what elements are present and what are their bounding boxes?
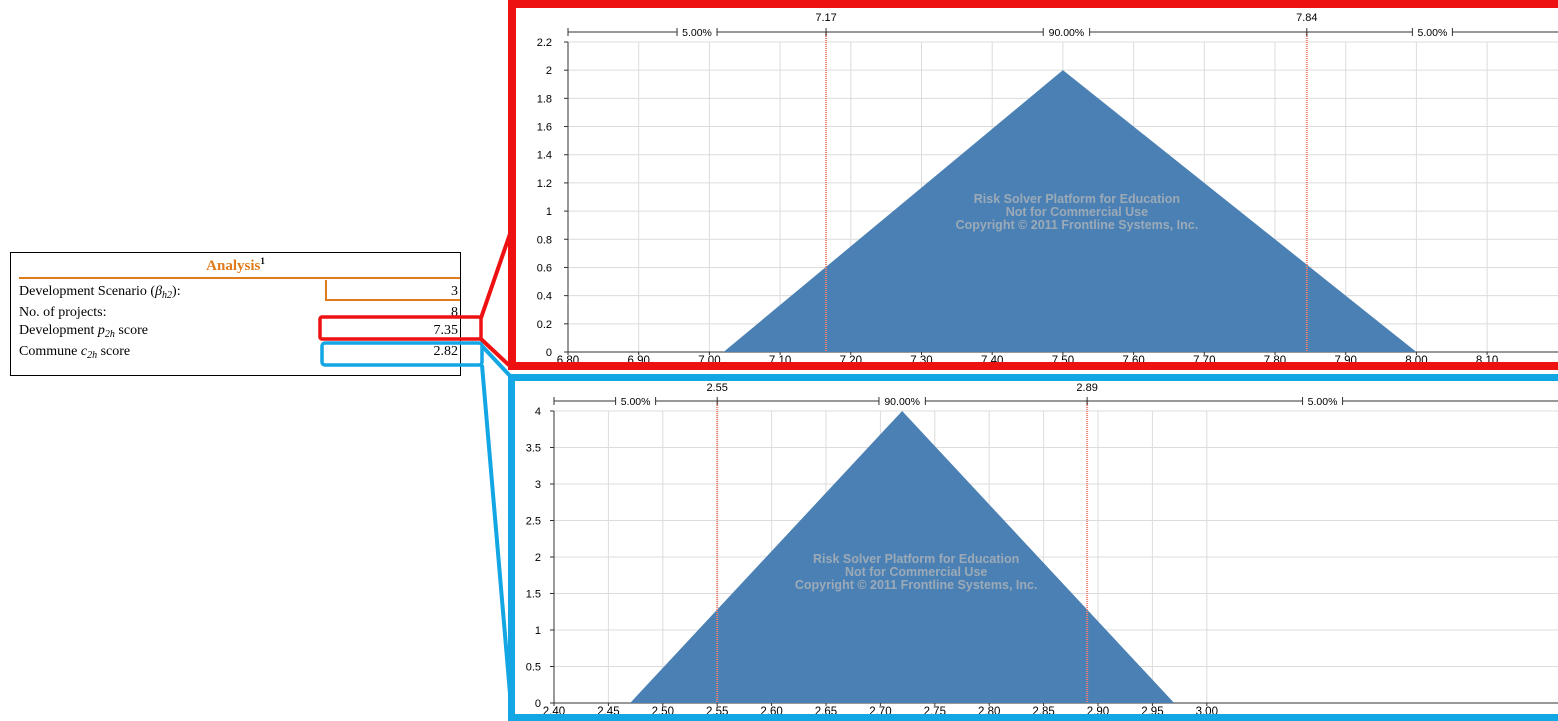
row-value: 3: [451, 284, 458, 299]
blue-connector-top: [480, 344, 514, 380]
y-tick-label: 1: [535, 625, 541, 637]
x-tick-label: 7.40: [981, 355, 1003, 362]
band-label-bg: [1302, 395, 1343, 407]
row-label: Development Scenario (βh2):: [19, 284, 181, 301]
y-tick-label: 2: [535, 552, 541, 564]
row-development-scenario: Development Scenario (βh2): 3: [11, 283, 460, 301]
watermark-line: Risk Solver Platform for Education: [974, 192, 1180, 206]
band-percentage-label: 90.00%: [1049, 27, 1085, 39]
band-percentage-label: 5.00%: [621, 396, 651, 408]
band-label-bg: [1043, 26, 1090, 38]
commune-score-chart: 0 0.5 1 1.5 2 2.5 3 3.5 4 2.40 2.45 2.50 2.55 2.60 2.6…: [526, 382, 1558, 718]
x-tick-label: 2.55: [706, 706, 728, 714]
x-tick-label: 2.85: [1032, 706, 1054, 714]
y-tick-label: 1.2: [537, 178, 552, 190]
band-percentage-label: 90.00%: [884, 396, 920, 408]
y-tick-label: 2.5: [526, 516, 541, 528]
row-no-projects: No. of projects: 8: [11, 304, 460, 321]
band-label-bg: [1412, 26, 1453, 38]
commune-score-highlight: [320, 341, 484, 367]
commune-score-chart-panel: 0 0.5 1 1.5 2 2.5 3 3.5 4 2.40 2.45 2.50 2.55 2.60 2.6…: [508, 374, 1558, 721]
development-score-highlight: [318, 315, 483, 341]
title-rule: [19, 277, 460, 279]
watermark-line: Risk Solver Platform for Education: [813, 552, 1019, 566]
row-development-score: Development p2h score 7.35: [11, 322, 460, 340]
x-tick-label: 8.00: [1405, 355, 1427, 362]
x-tick-label: 2.95: [1141, 706, 1163, 714]
y-tick-label: 3.5: [526, 443, 541, 455]
x-tick-label: 7.60: [1122, 355, 1144, 362]
row-value: 2.82: [433, 344, 459, 359]
y-tick-label: 1: [546, 206, 552, 218]
x-tick-label: 6.90: [628, 355, 650, 362]
y-tick-label: 0.8: [537, 234, 552, 246]
x-tick-label: 2.65: [815, 706, 837, 714]
lower-percentile-label: 7.17: [815, 12, 836, 24]
watermark-line: Not for Commercial Use: [845, 565, 987, 579]
x-tick-label: 7.00: [698, 355, 720, 362]
watermark-line: Copyright © 2011 Frontline Systems, Inc.: [956, 218, 1199, 232]
row-label: Development p2h score: [19, 323, 148, 340]
band-percentage-label: 5.00%: [1308, 396, 1338, 408]
y-tick-label: 1.5: [526, 589, 541, 601]
x-tick-label: 6.80: [557, 355, 579, 362]
distribution-area: [723, 70, 1417, 352]
y-tick-label: 0: [546, 347, 552, 359]
x-tick-label: 7.50: [1052, 355, 1074, 362]
analysis-table: Analysis1 Development Scenario (βh2): 3 …: [10, 252, 461, 376]
watermark-line: Copyright © 2011 Frontline Systems, Inc.: [795, 578, 1038, 592]
y-tick-label: 2.2: [537, 37, 552, 49]
y-tick-label: 3: [535, 479, 541, 491]
y-tick-label: 0.2: [537, 319, 552, 331]
distribution-area: [630, 411, 1175, 703]
x-tick-label: 7.90: [1335, 355, 1357, 362]
row-value: 7.35: [433, 323, 459, 338]
red-connector-top: [479, 227, 514, 319]
upper-percentile-label: 7.84: [1296, 12, 1317, 24]
x-tick-label: 3.00: [1196, 706, 1218, 714]
blue-connector-bottom: [480, 364, 514, 718]
row-label: No. of projects:: [19, 305, 107, 320]
x-tick-label: 2.40: [543, 706, 565, 714]
x-tick-label: 7.30: [910, 355, 932, 362]
x-tick-label: 7.10: [769, 355, 791, 362]
development-score-chart-panel: 0 0.2 0.4 0.6 0.8 1 1.2 1.4 1.6 1.8 2 2.2 6.80 6.90 7.…: [508, 0, 1558, 370]
y-tick-label: 2: [546, 65, 552, 77]
development-score-chart: 0 0.2 0.4 0.6 0.8 1 1.2 1.4 1.6 1.8 2 2.2 6.80 6.90 7.…: [537, 12, 1558, 367]
x-tick-label: 7.20: [840, 355, 862, 362]
x-tick-label: 7.70: [1193, 355, 1215, 362]
y-tick-label: 0: [535, 698, 541, 710]
x-tick-label: 2.45: [597, 706, 619, 714]
watermark-line: Not for Commercial Use: [1006, 205, 1148, 219]
y-tick-label: 1.4: [537, 150, 552, 162]
row-value: 8: [451, 305, 458, 320]
row-commune-score: Commune c2h score 2.82: [11, 343, 460, 361]
lower-percentile-label: 2.55: [706, 382, 727, 394]
upper-percentile-label: 2.89: [1076, 382, 1097, 394]
y-tick-label: 1.8: [537, 93, 552, 105]
band-label-bg: [615, 395, 656, 407]
x-tick-label: 2.80: [978, 706, 1000, 714]
red-connector-bottom: [479, 337, 514, 370]
y-tick-label: 0.6: [537, 262, 552, 274]
band-label-bg: [878, 395, 926, 407]
y-tick-label: 1.6: [537, 122, 552, 134]
y-tick-label: 0.4: [537, 291, 552, 303]
x-tick-label: 2.70: [869, 706, 891, 714]
x-tick-label: 8.10: [1476, 355, 1498, 362]
x-tick-label: 2.90: [1087, 706, 1109, 714]
scenario-input-cell[interactable]: [325, 280, 460, 301]
band-percentage-label: 5.00%: [1418, 27, 1448, 39]
band-label-bg: [677, 26, 718, 38]
band-percentage-label: 5.00%: [682, 27, 712, 39]
y-tick-label: 0.5: [526, 662, 541, 674]
analysis-title: Analysis1: [206, 256, 265, 274]
x-tick-label: 2.75: [924, 706, 946, 714]
row-label: Commune c2h score: [19, 344, 131, 361]
x-tick-label: 2.60: [760, 706, 782, 714]
y-tick-label: 4: [535, 406, 541, 418]
x-tick-label: 2.50: [652, 706, 674, 714]
x-tick-label: 7.80: [1264, 355, 1286, 362]
